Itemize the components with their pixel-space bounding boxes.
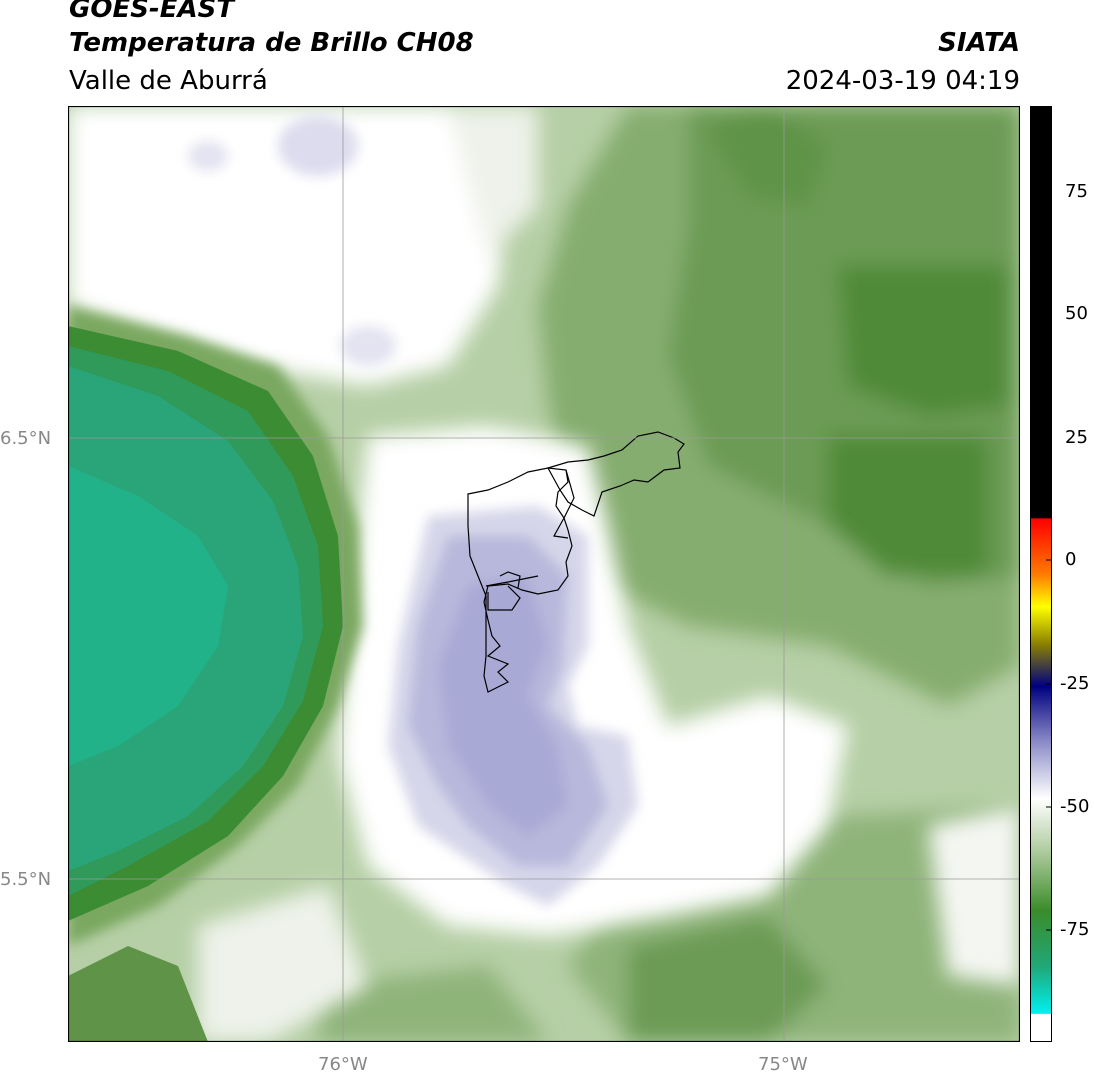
cbar-tick-25: 25 (1065, 427, 1088, 448)
lon-label-76W: 76°W (318, 1054, 368, 1075)
brand-label: SIATA (938, 28, 1020, 58)
temperature-colorbar (1030, 106, 1052, 1042)
lat-label-5-5N: 5.5°N (0, 869, 52, 890)
product-title: Temperatura de Brillo CH08 (69, 28, 474, 58)
colorbar-gradient (1030, 106, 1052, 1042)
cbar-tick-minus75: -75 (1060, 919, 1090, 940)
brightness-temperature-map (68, 106, 1020, 1042)
cbar-tick-minus50: -50 (1060, 796, 1090, 817)
map-frame (68, 106, 1020, 1042)
region-subtitle: Valle de Aburrá (69, 66, 268, 96)
lon-label-75W: 75°W (758, 1054, 808, 1075)
valle-aburra-boundaries (467, 431, 685, 693)
cold-cloud-region (188, 116, 638, 906)
pacific-ocean-area (68, 306, 363, 1042)
satellite-title: GOES-EAST (69, 0, 235, 24)
cbar-tick-minus25: -25 (1060, 673, 1090, 694)
map-gridlines (68, 106, 1020, 1042)
timestamp-label: 2024-03-19 04:19 (785, 66, 1020, 96)
lat-label-6-5N: 6.5°N (0, 428, 52, 449)
cbar-tick-75: 75 (1065, 181, 1088, 202)
cbar-tick-50: 50 (1065, 303, 1088, 324)
green-field (318, 106, 1020, 1042)
cbar-tick-0: 0 (1065, 549, 1077, 570)
